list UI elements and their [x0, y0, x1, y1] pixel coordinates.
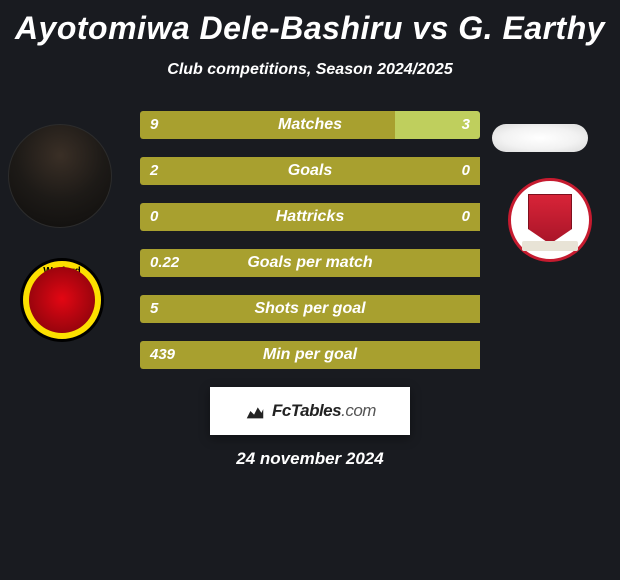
bar-segment-left — [140, 249, 480, 277]
comparison-title: Ayotomiwa Dele-Bashiru vs G. Earthy — [0, 0, 620, 47]
bar-segment-left — [140, 295, 480, 323]
stat-bar: Goals per match0.22 — [140, 249, 480, 277]
stat-value-left: 439 — [150, 341, 175, 369]
stat-value-left: 9 — [150, 111, 158, 139]
chart-icon — [244, 400, 266, 422]
comparison-subtitle: Club competitions, Season 2024/2025 — [0, 61, 620, 79]
stat-bar: Min per goal439 — [140, 341, 480, 369]
stat-row: Goals per match0.22 — [0, 249, 620, 277]
brand-suffix: .com — [341, 401, 376, 420]
snapshot-date: 24 november 2024 — [0, 449, 620, 469]
stat-bar: Matches93 — [140, 111, 480, 139]
stat-value-left: 0 — [150, 203, 158, 231]
branding-card[interactable]: FcTables.com — [210, 387, 410, 435]
stat-row: Shots per goal5 — [0, 295, 620, 323]
bar-segment-left — [140, 203, 480, 231]
stat-bar: Hattricks00 — [140, 203, 480, 231]
stat-value-right: 3 — [462, 111, 470, 139]
stat-row: Hattricks00 — [0, 203, 620, 231]
stat-bar: Shots per goal5 — [140, 295, 480, 323]
stat-value-left: 0.22 — [150, 249, 179, 277]
bar-segment-left — [140, 157, 480, 185]
bar-segment-left — [140, 111, 395, 139]
stats-area: Matches93Goals20Hattricks00Goals per mat… — [0, 111, 620, 369]
stat-value-right: 0 — [462, 203, 470, 231]
stat-row: Matches93 — [0, 111, 620, 139]
stat-row: Goals20 — [0, 157, 620, 185]
stat-bar: Goals20 — [140, 157, 480, 185]
stat-value-left: 5 — [150, 295, 158, 323]
stat-value-right: 0 — [462, 157, 470, 185]
bar-segment-left — [140, 341, 480, 369]
stat-value-left: 2 — [150, 157, 158, 185]
stat-row: Min per goal439 — [0, 341, 620, 369]
brand-name: FcTables.com — [272, 401, 376, 421]
brand-text: FcTables — [272, 401, 341, 420]
